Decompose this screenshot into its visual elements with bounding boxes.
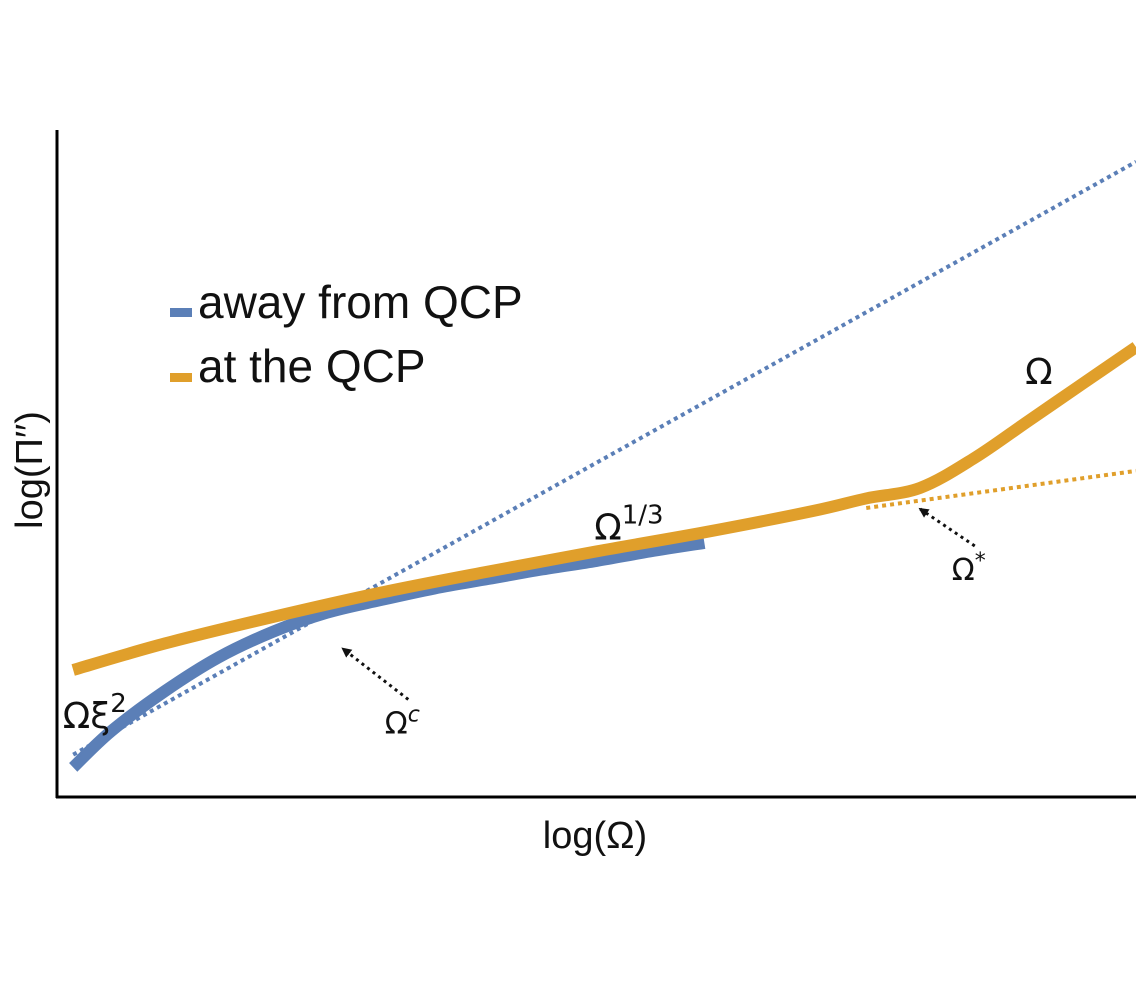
series-line-0 [69,536,706,772]
series-line-1 [71,342,1136,676]
annotation-arrow-4 [918,507,976,548]
annotation-label-3: Ωc [385,702,420,741]
dotted-asymptote-3 [865,468,1136,510]
annotation-label-2: Ω [1025,352,1053,393]
annotation-arrow-3 [341,647,410,701]
legend-swatch-away [170,308,192,317]
legend: away from QCP at the QCP [170,276,523,392]
legend-swatch-qcp [170,373,192,382]
annotation-label-4: Ω* [952,549,986,588]
dotted-asymptote-2 [72,160,1136,757]
dotted-lines-layer [72,160,1136,757]
x-axis-label: log(Ω) [543,815,647,857]
solid-lines-layer [69,342,1136,772]
y-axis-label: log(Π′′) [9,411,51,529]
annotations-layer: Ωξ2 Ω1/3 Ω Ωc Ω* [63,352,1053,741]
annotation-label-1: Ω1/3 [594,501,663,549]
legend-label-away: away from QCP [198,276,523,328]
legend-label-qcp: at the QCP [198,340,426,392]
annotation-label-0: Ωξ2 [63,689,127,737]
